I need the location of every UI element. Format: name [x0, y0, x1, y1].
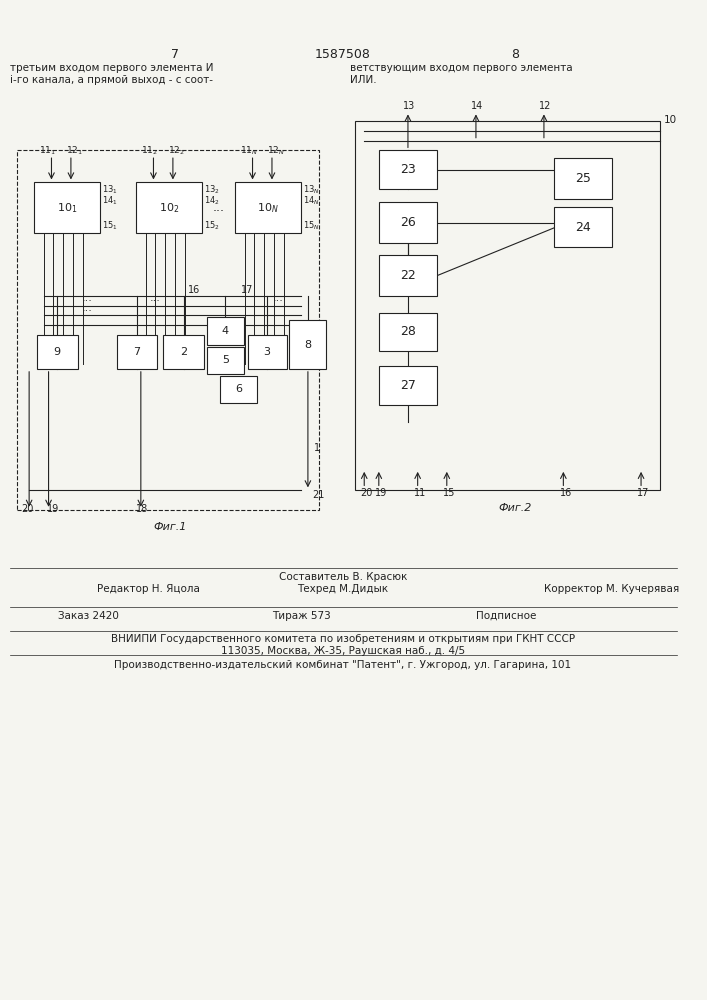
Text: 19: 19 — [375, 488, 387, 498]
Text: 20: 20 — [21, 504, 34, 514]
Text: $10_N$: $10_N$ — [257, 201, 279, 215]
Text: ветствующим входом первого элемента: ветствующим входом первого элемента — [350, 63, 572, 73]
Bar — [37, 335, 78, 369]
Text: 27: 27 — [400, 379, 416, 392]
Text: третьим входом первого элемента И: третьим входом первого элемента И — [10, 63, 214, 73]
Text: 4: 4 — [222, 326, 229, 336]
Text: Фиг.1: Фиг.1 — [153, 522, 187, 532]
Bar — [379, 150, 437, 189]
Text: $15_N$: $15_N$ — [303, 219, 320, 232]
Text: 16: 16 — [559, 488, 572, 498]
Text: $15_1$: $15_1$ — [102, 219, 118, 232]
Text: Тираж 573: Тираж 573 — [272, 611, 331, 621]
Bar — [34, 182, 100, 233]
Text: 14: 14 — [471, 101, 484, 111]
Text: $13_2$: $13_2$ — [204, 183, 220, 196]
Bar — [379, 313, 437, 351]
Bar — [379, 255, 437, 296]
Text: 11: 11 — [414, 488, 426, 498]
Text: 28: 28 — [400, 325, 416, 338]
Text: 19: 19 — [47, 504, 59, 514]
Text: $12_2$: $12_2$ — [168, 144, 185, 157]
Bar — [221, 376, 257, 403]
Text: $14_1$: $14_1$ — [102, 195, 118, 207]
Bar — [207, 347, 244, 374]
Text: 22: 22 — [400, 269, 416, 282]
Text: ...: ... — [82, 293, 93, 303]
Bar — [163, 335, 204, 369]
Text: $11_2$: $11_2$ — [141, 144, 158, 157]
Text: $13_N$: $13_N$ — [303, 183, 320, 196]
Text: 113035, Москва, Ж-35, Раушская наб., д. 4/5: 113035, Москва, Ж-35, Раушская наб., д. … — [221, 646, 465, 656]
Text: Заказ 2420: Заказ 2420 — [58, 611, 119, 621]
Text: $14_N$: $14_N$ — [303, 195, 320, 207]
Text: 9: 9 — [54, 347, 61, 357]
Text: $13_1$: $13_1$ — [102, 183, 118, 196]
Bar — [379, 202, 437, 243]
Text: $11_1$: $11_1$ — [39, 144, 56, 157]
Text: 16: 16 — [187, 285, 199, 295]
Text: ...: ... — [272, 293, 284, 303]
Text: i-го канала, а прямой выход - с соот-: i-го канала, а прямой выход - с соот- — [10, 75, 213, 85]
Text: 5: 5 — [222, 355, 229, 365]
Text: 20: 20 — [361, 488, 373, 498]
Text: Составитель В. Красюк: Составитель В. Красюк — [279, 572, 407, 582]
Text: Редактор Н. Яцола: Редактор Н. Яцола — [97, 584, 200, 594]
Bar — [289, 320, 327, 369]
Text: $15_2$: $15_2$ — [204, 219, 220, 232]
Text: 7: 7 — [134, 347, 141, 357]
Text: 8: 8 — [304, 340, 312, 350]
Bar — [379, 366, 437, 405]
Text: 1587508: 1587508 — [315, 48, 370, 61]
Bar — [136, 182, 202, 233]
Text: Фиг.2: Фиг.2 — [498, 503, 532, 513]
Bar — [235, 182, 301, 233]
Text: ...: ... — [82, 303, 93, 313]
Text: ...: ... — [213, 201, 225, 214]
Text: $12_1$: $12_1$ — [66, 144, 83, 157]
Text: 26: 26 — [400, 216, 416, 229]
Text: ...: ... — [150, 293, 161, 303]
Bar — [554, 158, 612, 199]
Text: 6: 6 — [235, 384, 243, 394]
Text: 18: 18 — [136, 504, 148, 514]
Text: ИЛИ.: ИЛИ. — [350, 75, 376, 85]
Text: Техред М.Дидык: Техред М.Дидык — [298, 584, 388, 594]
Text: 10: 10 — [663, 115, 677, 125]
Text: 7: 7 — [171, 48, 179, 61]
Text: 15: 15 — [443, 488, 455, 498]
Text: 13: 13 — [403, 101, 415, 111]
Text: 17: 17 — [637, 488, 650, 498]
Text: ВНИИПИ Государственного комитета по изобретениям и открытиям при ГКНТ СССР: ВНИИПИ Государственного комитета по изоб… — [111, 634, 575, 644]
Text: Корректор М. Кучерявая: Корректор М. Кучерявая — [544, 584, 679, 594]
Text: 24: 24 — [575, 221, 590, 234]
Text: 23: 23 — [400, 163, 416, 176]
Text: $11_N$: $11_N$ — [240, 144, 258, 157]
Text: $10_2$: $10_2$ — [159, 201, 179, 215]
Text: Производственно-издательский комбинат "Патент", г. Ужгород, ул. Гагарина, 101: Производственно-издательский комбинат "П… — [115, 660, 571, 670]
Text: Подписное: Подписное — [476, 611, 537, 621]
Text: 21: 21 — [312, 490, 325, 500]
Text: 3: 3 — [264, 347, 271, 357]
Text: $10_1$: $10_1$ — [57, 201, 77, 215]
Bar — [207, 317, 244, 345]
Text: 2: 2 — [180, 347, 187, 357]
Bar — [18, 150, 319, 510]
Text: 1: 1 — [314, 443, 320, 453]
Bar — [247, 335, 286, 369]
Text: $14_2$: $14_2$ — [204, 195, 220, 207]
Bar — [117, 335, 158, 369]
Text: 8: 8 — [510, 48, 519, 61]
Bar — [354, 121, 660, 490]
Text: 25: 25 — [575, 172, 591, 185]
Text: $12_N$: $12_N$ — [267, 144, 285, 157]
Text: 12: 12 — [539, 101, 551, 111]
Bar — [554, 207, 612, 247]
Text: 17: 17 — [241, 285, 253, 295]
